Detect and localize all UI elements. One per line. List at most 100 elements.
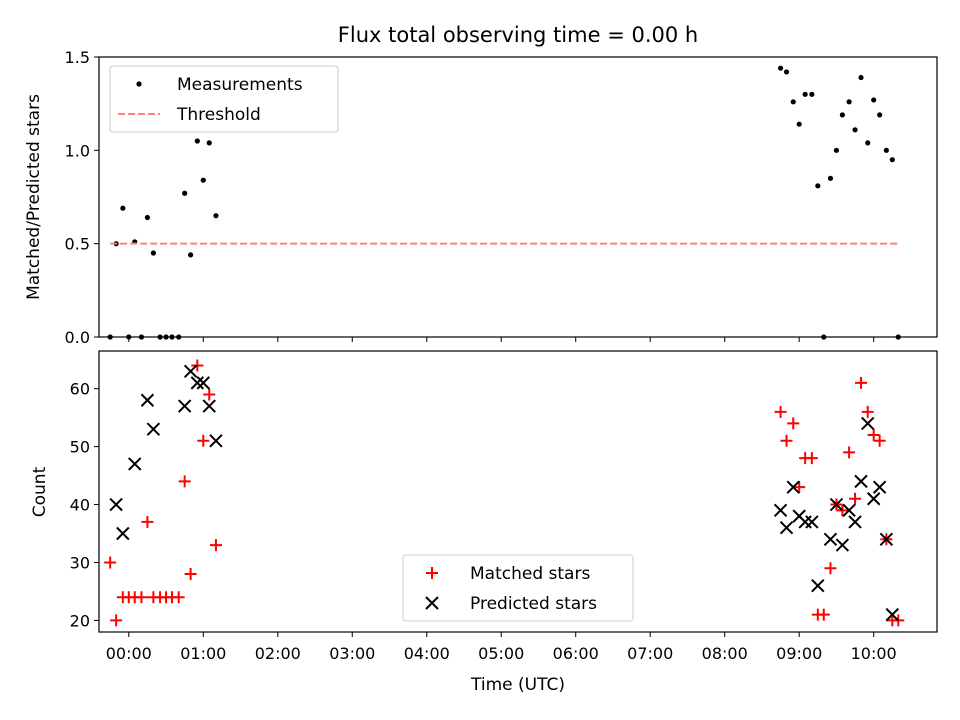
predicted-stars-point-3	[140, 393, 155, 407]
predicted-stars-point-2	[128, 457, 142, 471]
matched-stars-point-0	[104, 556, 117, 569]
predicted-stars-point-23	[854, 474, 868, 489]
top-plot-frame	[98, 56, 938, 338]
top-y-tick-label-0: 0.0	[65, 328, 90, 347]
measurements-point-32	[865, 140, 871, 146]
top-chart-title: Flux total observing time = 0.00 h	[338, 23, 698, 47]
x-tick-label-9: 09:00	[776, 644, 822, 663]
top-y-tick-label-3: 1.5	[65, 48, 90, 67]
matched-stars-point-13	[184, 568, 197, 581]
top-y-tick-label-1: 0.5	[65, 235, 90, 254]
measurements-point-28	[839, 112, 845, 118]
measurements-point-21	[796, 121, 802, 127]
x-tick-label-6: 06:00	[553, 644, 599, 663]
matched-stars-point-12	[178, 475, 191, 488]
bottom-y-tick-label-2: 40	[70, 496, 90, 515]
predicted-stars-point-22	[848, 515, 862, 529]
matched-stars-point-30	[849, 492, 862, 505]
measurements-point-7	[150, 250, 156, 256]
measurements-point-35	[883, 147, 889, 153]
matched-stars-point-23	[805, 452, 818, 465]
matched-stars-point-1	[110, 614, 123, 627]
x-tick-label-4: 04:00	[404, 644, 450, 663]
bottom-plot-frame	[98, 350, 938, 633]
matched-stars-point-33	[867, 429, 880, 442]
matched-stars-point-31	[855, 376, 868, 389]
matched-stars-point-11	[172, 591, 185, 604]
predicted-stars-point-21	[842, 503, 856, 518]
measurements-point-15	[200, 177, 206, 183]
x-tick-label-7: 07:00	[627, 644, 673, 663]
measurements-point-16	[206, 140, 212, 146]
matched-stars-point-20	[787, 417, 800, 430]
legend-measurements-label: Measurements	[177, 75, 303, 95]
matched-stars-point-29	[843, 446, 856, 459]
measurements-point-30	[852, 127, 858, 133]
predicted-stars-point-24	[861, 416, 875, 431]
bottom-y-tick-label-0: 20	[70, 611, 90, 630]
predicted-stars-point-16	[805, 515, 819, 529]
bottom-legend-box	[402, 554, 634, 622]
measurements-point-36	[889, 157, 895, 163]
measurements-point-24	[815, 183, 821, 189]
legend-predicted-stars-marker	[425, 596, 439, 610]
x-tick-label-0: 00:00	[106, 644, 152, 663]
predicted-stars-point-1	[116, 526, 130, 541]
predicted-stars-point-25	[866, 492, 881, 506]
measurements-point-12	[182, 190, 188, 196]
matched-stars-point-34	[873, 434, 886, 447]
bottom-legend: Matched stars Predicted stars	[402, 554, 634, 622]
measurements-point-14	[194, 138, 200, 144]
bottom-plot-area	[104, 359, 905, 627]
predicted-stars-point-27	[879, 532, 894, 547]
matched-stars-point-19	[780, 434, 793, 447]
predicted-stars-point-13	[786, 480, 800, 494]
bottom-y-axis-label: Count	[30, 466, 50, 517]
top-legend-box	[109, 65, 339, 133]
bottom-y-tick-label-4: 60	[70, 380, 90, 399]
predicted-stars-point-0	[109, 497, 123, 512]
predicted-stars-point-26	[872, 480, 887, 494]
predicted-stars-point-8	[196, 376, 210, 390]
measurements-point-29	[846, 99, 852, 105]
measurements-point-20	[790, 99, 796, 105]
predicted-stars-point-7	[190, 376, 205, 390]
legend-matched-stars-label: Matched stars	[470, 564, 590, 584]
matched-stars-point-6	[141, 515, 154, 528]
predicted-stars-point-4	[146, 422, 161, 436]
bottom-axis-ticks: 20 30 40 50 60 00:00 01:00 02:00 03:00 04:00 05:00…	[70, 380, 897, 663]
x-tick-label-1: 01:00	[180, 644, 226, 663]
measurements-point-6	[144, 214, 151, 221]
top-plot-area	[107, 65, 901, 340]
x-tick-label-2: 02:00	[255, 644, 301, 663]
bottom-y-tick-label-3: 50	[70, 438, 90, 457]
predicted-stars-point-19	[829, 497, 844, 512]
bottom-x-axis-label: Time (UTC)	[470, 675, 565, 695]
x-tick-label-5: 05:00	[478, 644, 524, 663]
measurements-point-23	[809, 91, 815, 97]
predicted-stars-point-17	[811, 578, 825, 593]
predicted-stars-point-5	[177, 399, 192, 413]
measurements-point-27	[833, 147, 840, 153]
legend-measurements-marker	[136, 81, 142, 87]
predicted-stars-point-12	[779, 521, 794, 535]
legend-predicted-stars-label: Predicted stars	[470, 594, 597, 614]
matched-stars-point-25	[817, 608, 830, 621]
x-tick-label-3: 03:00	[329, 644, 375, 663]
matched-stars-point-26	[824, 562, 837, 575]
measurements-point-17	[213, 213, 219, 219]
measurements-point-19	[783, 69, 790, 75]
measurements-point-2	[120, 205, 126, 211]
predicted-stars-point-20	[835, 538, 850, 552]
matched-stars-point-5	[135, 591, 148, 604]
matched-stars-point-15	[197, 434, 210, 447]
measurements-point-18	[777, 65, 784, 71]
x-tick-label-10: 10:00	[851, 644, 897, 663]
matched-stars-point-17	[209, 539, 222, 552]
predicted-stars-point-10	[209, 434, 223, 448]
matched-stars-point-21	[793, 481, 806, 494]
matched-stars-point-32	[861, 405, 874, 418]
measurements-point-34	[877, 112, 883, 118]
top-axis-ticks: 0.0 0.5 1.0 1.5	[65, 48, 875, 347]
